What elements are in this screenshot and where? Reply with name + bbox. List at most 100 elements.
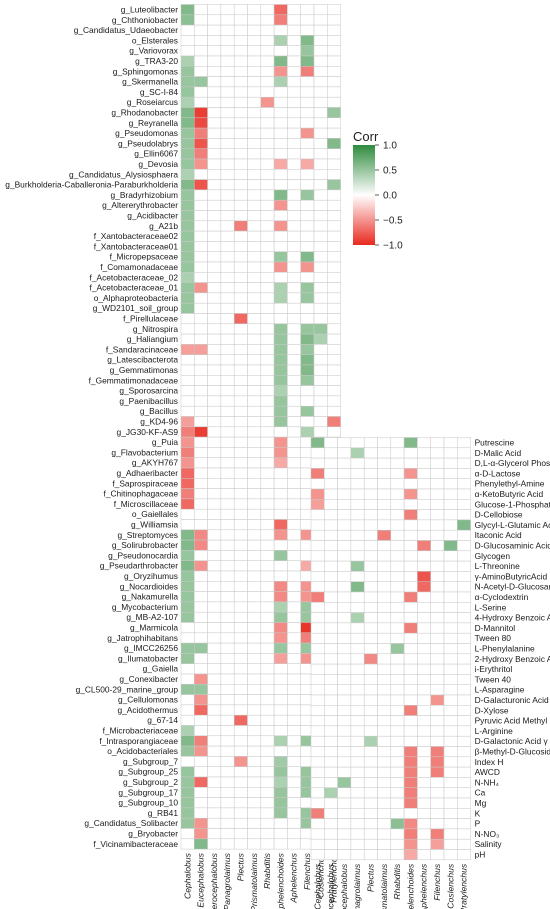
heatmap-cell bbox=[403, 653, 418, 665]
heatmap-cell bbox=[273, 766, 288, 778]
heatmap-cell bbox=[273, 230, 288, 242]
heatmap-cell bbox=[430, 560, 445, 572]
heatmap-cell bbox=[247, 745, 262, 757]
heatmap-cell bbox=[417, 828, 431, 840]
heatmap-cell bbox=[377, 571, 392, 582]
row-label: g_Candidatus_Solibacter bbox=[84, 818, 178, 828]
heatmap-cell bbox=[457, 653, 471, 665]
heatmap-cell bbox=[233, 436, 248, 448]
heatmap-cell bbox=[417, 488, 431, 500]
heatmap-cell bbox=[260, 519, 275, 531]
row-label: g_RB41 bbox=[148, 808, 179, 818]
row-label: g_Subgroup_2 bbox=[123, 777, 178, 787]
row-label: g_TRA3-20 bbox=[135, 56, 178, 66]
heatmap-cell bbox=[430, 643, 445, 655]
heatmap-cell bbox=[247, 797, 262, 809]
heatmap-cell bbox=[363, 581, 378, 593]
heatmap-cell bbox=[233, 488, 248, 500]
row-label: f_Comamonadaceae bbox=[100, 262, 178, 272]
heatmap-cell bbox=[300, 323, 315, 335]
heatmap-cell bbox=[180, 529, 195, 541]
heatmap-cell bbox=[207, 436, 222, 448]
heatmap-cell bbox=[443, 684, 458, 696]
heatmap-cell bbox=[327, 323, 341, 335]
heatmap-cell bbox=[287, 828, 301, 840]
heatmap-cell bbox=[273, 745, 288, 757]
heatmap-cell bbox=[350, 828, 365, 840]
heatmap-cell bbox=[390, 684, 405, 696]
heatmap-cell bbox=[443, 746, 458, 758]
heatmap-cell bbox=[180, 302, 195, 314]
heatmap-cell bbox=[220, 508, 235, 520]
heatmap-cell bbox=[207, 622, 222, 634]
heatmap-cell bbox=[430, 571, 445, 582]
heatmap-cell bbox=[324, 437, 338, 449]
heatmap-cell bbox=[457, 838, 471, 850]
heatmap-cell bbox=[443, 818, 458, 830]
column-label: Aphelenchoides bbox=[405, 863, 415, 909]
heatmap-cell bbox=[287, 766, 301, 778]
heatmap-cell bbox=[350, 581, 365, 593]
heatmap-cell bbox=[233, 704, 248, 716]
heatmap-cell bbox=[233, 838, 248, 850]
heatmap-cell bbox=[180, 457, 195, 469]
heatmap-cell bbox=[180, 169, 195, 180]
heatmap-cell bbox=[207, 488, 222, 500]
heatmap-cell bbox=[337, 447, 352, 459]
heatmap-cell bbox=[324, 499, 338, 510]
heatmap-cell bbox=[300, 76, 315, 88]
heatmap-cell bbox=[194, 35, 208, 46]
heatmap-cell bbox=[180, 570, 195, 582]
heatmap-cell bbox=[273, 323, 288, 335]
heatmap-cell bbox=[220, 179, 235, 191]
heatmap-cell bbox=[260, 642, 275, 654]
heatmap-cell bbox=[390, 653, 405, 665]
heatmap-cell bbox=[247, 55, 262, 67]
heatmap-cell bbox=[287, 529, 301, 541]
heatmap-cell bbox=[327, 313, 341, 325]
heatmap-cell bbox=[403, 746, 418, 758]
heatmap-cell bbox=[417, 581, 431, 593]
heatmap-cell bbox=[273, 467, 288, 479]
heatmap-cell bbox=[300, 220, 315, 232]
row-label: L-Phenylalanine bbox=[475, 644, 535, 654]
heatmap-cell bbox=[194, 488, 208, 500]
heatmap-cell bbox=[443, 509, 458, 521]
heatmap-cell bbox=[247, 426, 262, 438]
heatmap-cell bbox=[233, 344, 248, 355]
row-label: g_Streptomyces bbox=[117, 530, 178, 540]
row-label: g_Bryobacter bbox=[128, 829, 178, 839]
heatmap-cell bbox=[273, 663, 288, 675]
heatmap-cell bbox=[233, 86, 248, 98]
row-label: g_Subgroup_25 bbox=[118, 767, 178, 777]
heatmap-cell bbox=[310, 478, 325, 490]
heatmap-cell bbox=[180, 776, 195, 788]
heatmap-cell bbox=[310, 735, 325, 747]
heatmap-cell bbox=[313, 313, 328, 325]
heatmap-cell bbox=[260, 714, 275, 726]
heatmap-cell bbox=[350, 787, 365, 799]
heatmap-cell bbox=[220, 189, 235, 201]
row-label: D-Galacturonic Acid bbox=[475, 695, 549, 705]
heatmap-cell bbox=[194, 107, 208, 119]
heatmap-cell bbox=[194, 478, 208, 489]
heatmap-cell bbox=[430, 715, 445, 727]
heatmap-cell bbox=[350, 663, 365, 675]
row-label: g_Rhodanobacter bbox=[111, 108, 178, 118]
heatmap-cell bbox=[260, 828, 275, 840]
row-label: g_Adhaeribacter bbox=[117, 468, 179, 478]
heatmap-cell bbox=[194, 838, 208, 850]
heatmap-cell bbox=[300, 55, 315, 67]
heatmap-cell bbox=[417, 632, 431, 644]
heatmap-cell bbox=[350, 715, 365, 727]
heatmap-cell bbox=[207, 35, 222, 46]
heatmap-cell bbox=[337, 653, 352, 665]
heatmap-cell bbox=[207, 14, 222, 26]
heatmap-cell bbox=[220, 354, 235, 366]
row-label: Glycyl-L-Glutamic Acid bbox=[475, 520, 550, 530]
row-label: α-D-Lactose bbox=[475, 468, 521, 478]
heatmap-cell bbox=[273, 735, 288, 747]
heatmap-cell bbox=[180, 45, 195, 57]
heatmap-cell bbox=[207, 673, 222, 685]
heatmap-cell bbox=[390, 540, 405, 552]
